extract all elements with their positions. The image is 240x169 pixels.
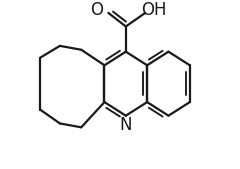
Text: OH: OH [141, 1, 167, 19]
Text: N: N [120, 116, 132, 134]
Text: O: O [90, 1, 103, 19]
